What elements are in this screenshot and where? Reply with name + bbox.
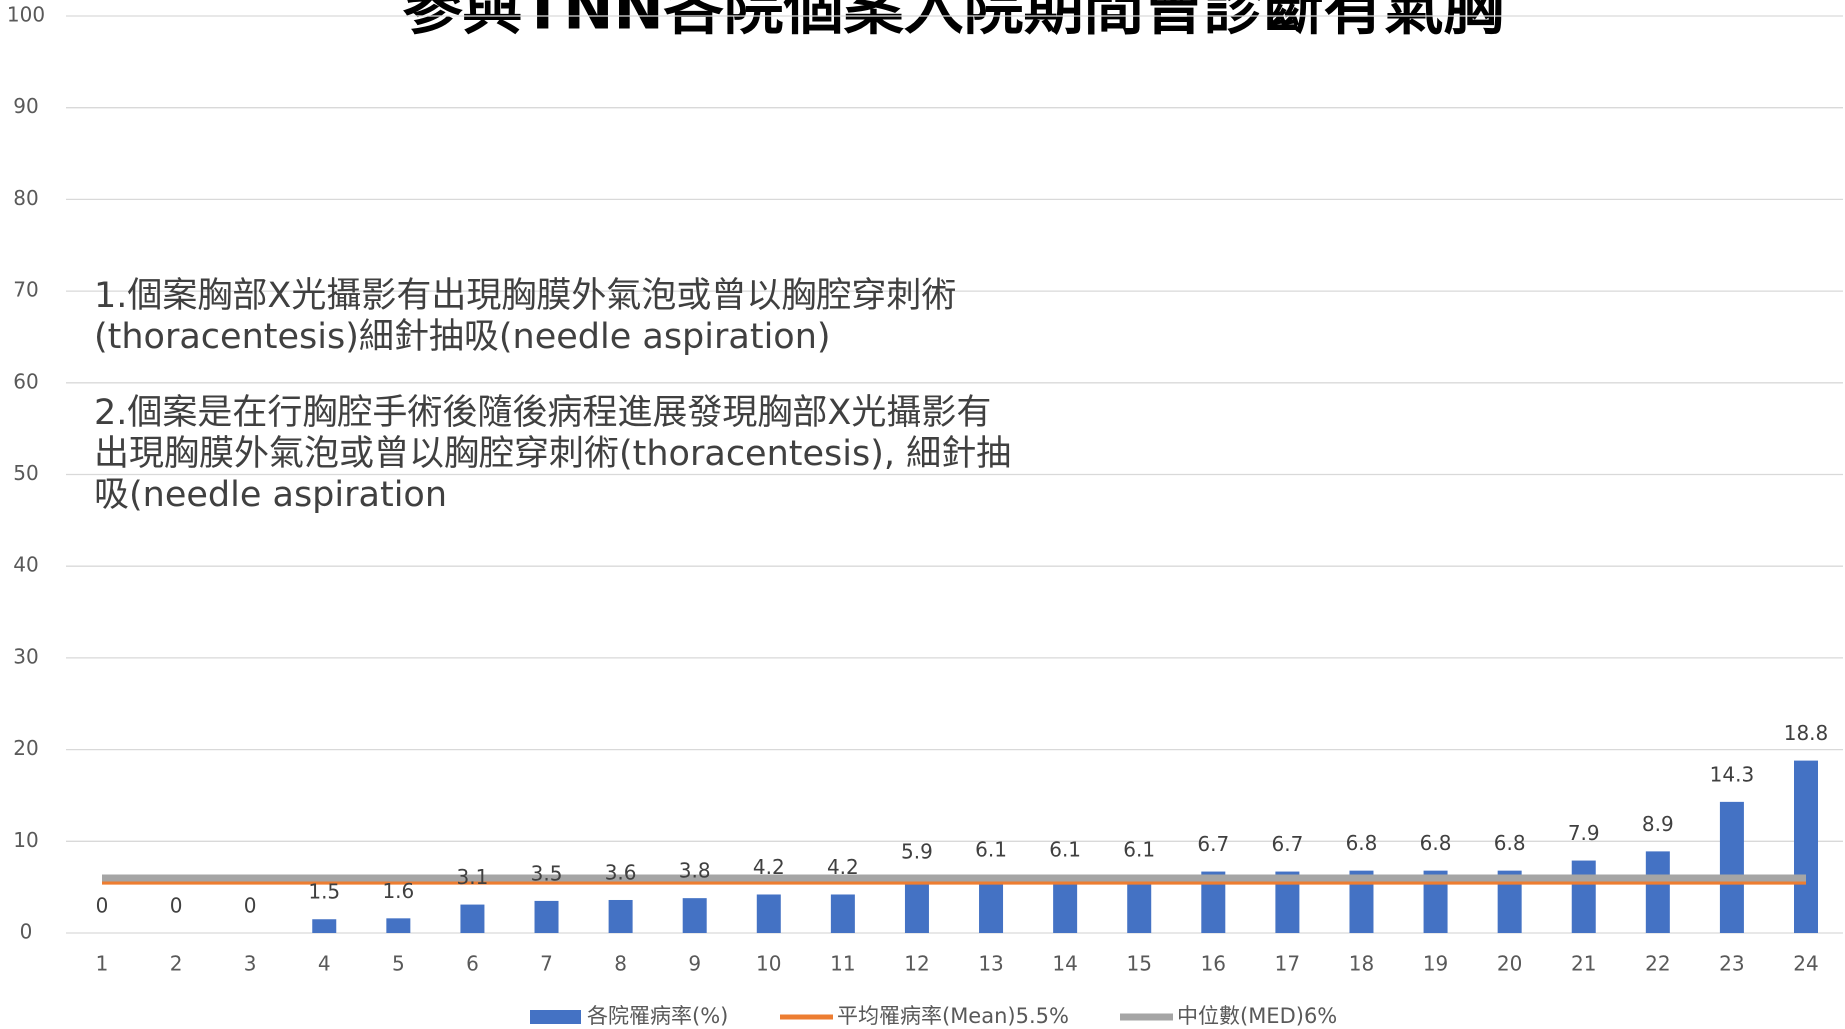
- y-tick-label: 60: [13, 369, 38, 393]
- y-tick-label: 100: [7, 3, 45, 27]
- annotation: 出現胸膜外氣泡或曾以胸腔穿刺術(thoracentesis), 細針抽: [94, 434, 1011, 474]
- annotation: 1.個案胸部X光攝影有出現胸膜外氣泡或曾以胸腔穿刺術: [94, 276, 956, 316]
- data-label: 6.7: [1197, 832, 1229, 856]
- y-tick-label: 10: [13, 828, 38, 852]
- x-tick-label: 24: [1793, 952, 1818, 976]
- y-tick-label: 0: [20, 920, 33, 944]
- data-label: 7.9: [1568, 821, 1600, 845]
- data-label: 3.8: [679, 859, 711, 883]
- bar: [534, 900, 559, 933]
- data-label: 0: [244, 894, 257, 918]
- x-tick-label: 8: [614, 952, 627, 976]
- y-tick-label: 80: [13, 186, 38, 210]
- chart-title: 參與TNN各院個案入院期間曾診斷有氣胸: [402, 0, 1503, 44]
- x-tick-label: 2: [170, 952, 183, 976]
- bar: [904, 878, 929, 933]
- annotation: 2.個案是在行胸腔手術後隨後病程進展發現胸部X光攝影有: [94, 393, 991, 433]
- bar: [1053, 877, 1078, 933]
- bar: [460, 904, 485, 933]
- bar: [979, 877, 1004, 933]
- x-tick-label: 13: [978, 952, 1003, 976]
- bar: [830, 894, 855, 933]
- data-label: 6.8: [1494, 831, 1526, 855]
- legend-label: 中位數(MED)6%: [1177, 1004, 1337, 1028]
- x-tick-label: 18: [1349, 952, 1374, 976]
- bar: [756, 894, 781, 933]
- legend-swatch: [530, 1010, 581, 1024]
- data-label: 8.9: [1642, 812, 1674, 836]
- x-tick-label: 1: [96, 952, 109, 976]
- x-tick-label: 16: [1201, 952, 1226, 976]
- data-label: 6.8: [1346, 831, 1378, 855]
- annotation: 吸(needle aspiration: [94, 475, 447, 515]
- y-tick-label: 40: [13, 553, 38, 577]
- data-label: 6.8: [1420, 831, 1452, 855]
- x-tick-label: 20: [1497, 952, 1522, 976]
- data-label: 6.1: [1123, 838, 1155, 862]
- data-label: 3.5: [531, 861, 563, 885]
- data-label: 14.3: [1710, 762, 1755, 786]
- y-tick-label: 50: [13, 461, 38, 485]
- annotation: (thoracentesis)細針抽吸(needle aspiration): [94, 317, 831, 357]
- data-label: 5.9: [901, 839, 933, 863]
- bar: [1719, 801, 1744, 933]
- bar: [1571, 860, 1596, 933]
- data-label: 0: [170, 894, 183, 918]
- data-label: 4.2: [753, 855, 785, 879]
- x-tick-label: 5: [392, 952, 405, 976]
- data-label: 3.1: [457, 865, 489, 889]
- legend-label: 平均罹病率(Mean)5.5%: [837, 1004, 1069, 1028]
- data-label: 4.2: [827, 855, 859, 879]
- x-tick-label: 21: [1571, 952, 1596, 976]
- x-tick-label: 6: [466, 952, 479, 976]
- x-tick-label: 23: [1719, 952, 1744, 976]
- bar: [608, 899, 633, 933]
- bar: [682, 898, 707, 933]
- x-tick-label: 22: [1645, 952, 1670, 976]
- x-tick-label: 9: [688, 952, 701, 976]
- x-tick-label: 10: [756, 952, 781, 976]
- x-tick-label: 19: [1423, 952, 1448, 976]
- data-label: 6.1: [975, 838, 1007, 862]
- x-tick-label: 11: [830, 952, 855, 976]
- data-label: 6.7: [1271, 832, 1303, 856]
- bar: [1645, 851, 1670, 933]
- bar: [386, 918, 411, 933]
- y-tick-label: 70: [13, 278, 38, 302]
- x-tick-label: 17: [1275, 952, 1300, 976]
- data-label: 0: [96, 894, 109, 918]
- y-tick-label: 20: [13, 736, 38, 760]
- x-tick-label: 7: [540, 952, 553, 976]
- data-label: 1.6: [382, 879, 414, 903]
- x-tick-label: 15: [1126, 952, 1151, 976]
- x-tick-label: 12: [904, 952, 929, 976]
- x-tick-label: 14: [1052, 952, 1077, 976]
- data-label: 3.6: [605, 860, 637, 884]
- bar: [1794, 760, 1818, 933]
- data-label: 6.1: [1049, 838, 1081, 862]
- x-tick-label: 4: [318, 952, 331, 976]
- data-label: 1.5: [308, 880, 340, 904]
- legend-label: 各院罹病率(%): [587, 1004, 728, 1028]
- x-tick-label: 3: [244, 952, 257, 976]
- y-tick-label: 90: [13, 94, 38, 118]
- y-tick-label: 30: [13, 644, 38, 668]
- bar: [312, 919, 337, 933]
- bar: [1127, 877, 1152, 933]
- data-label: 18.8: [1784, 721, 1829, 745]
